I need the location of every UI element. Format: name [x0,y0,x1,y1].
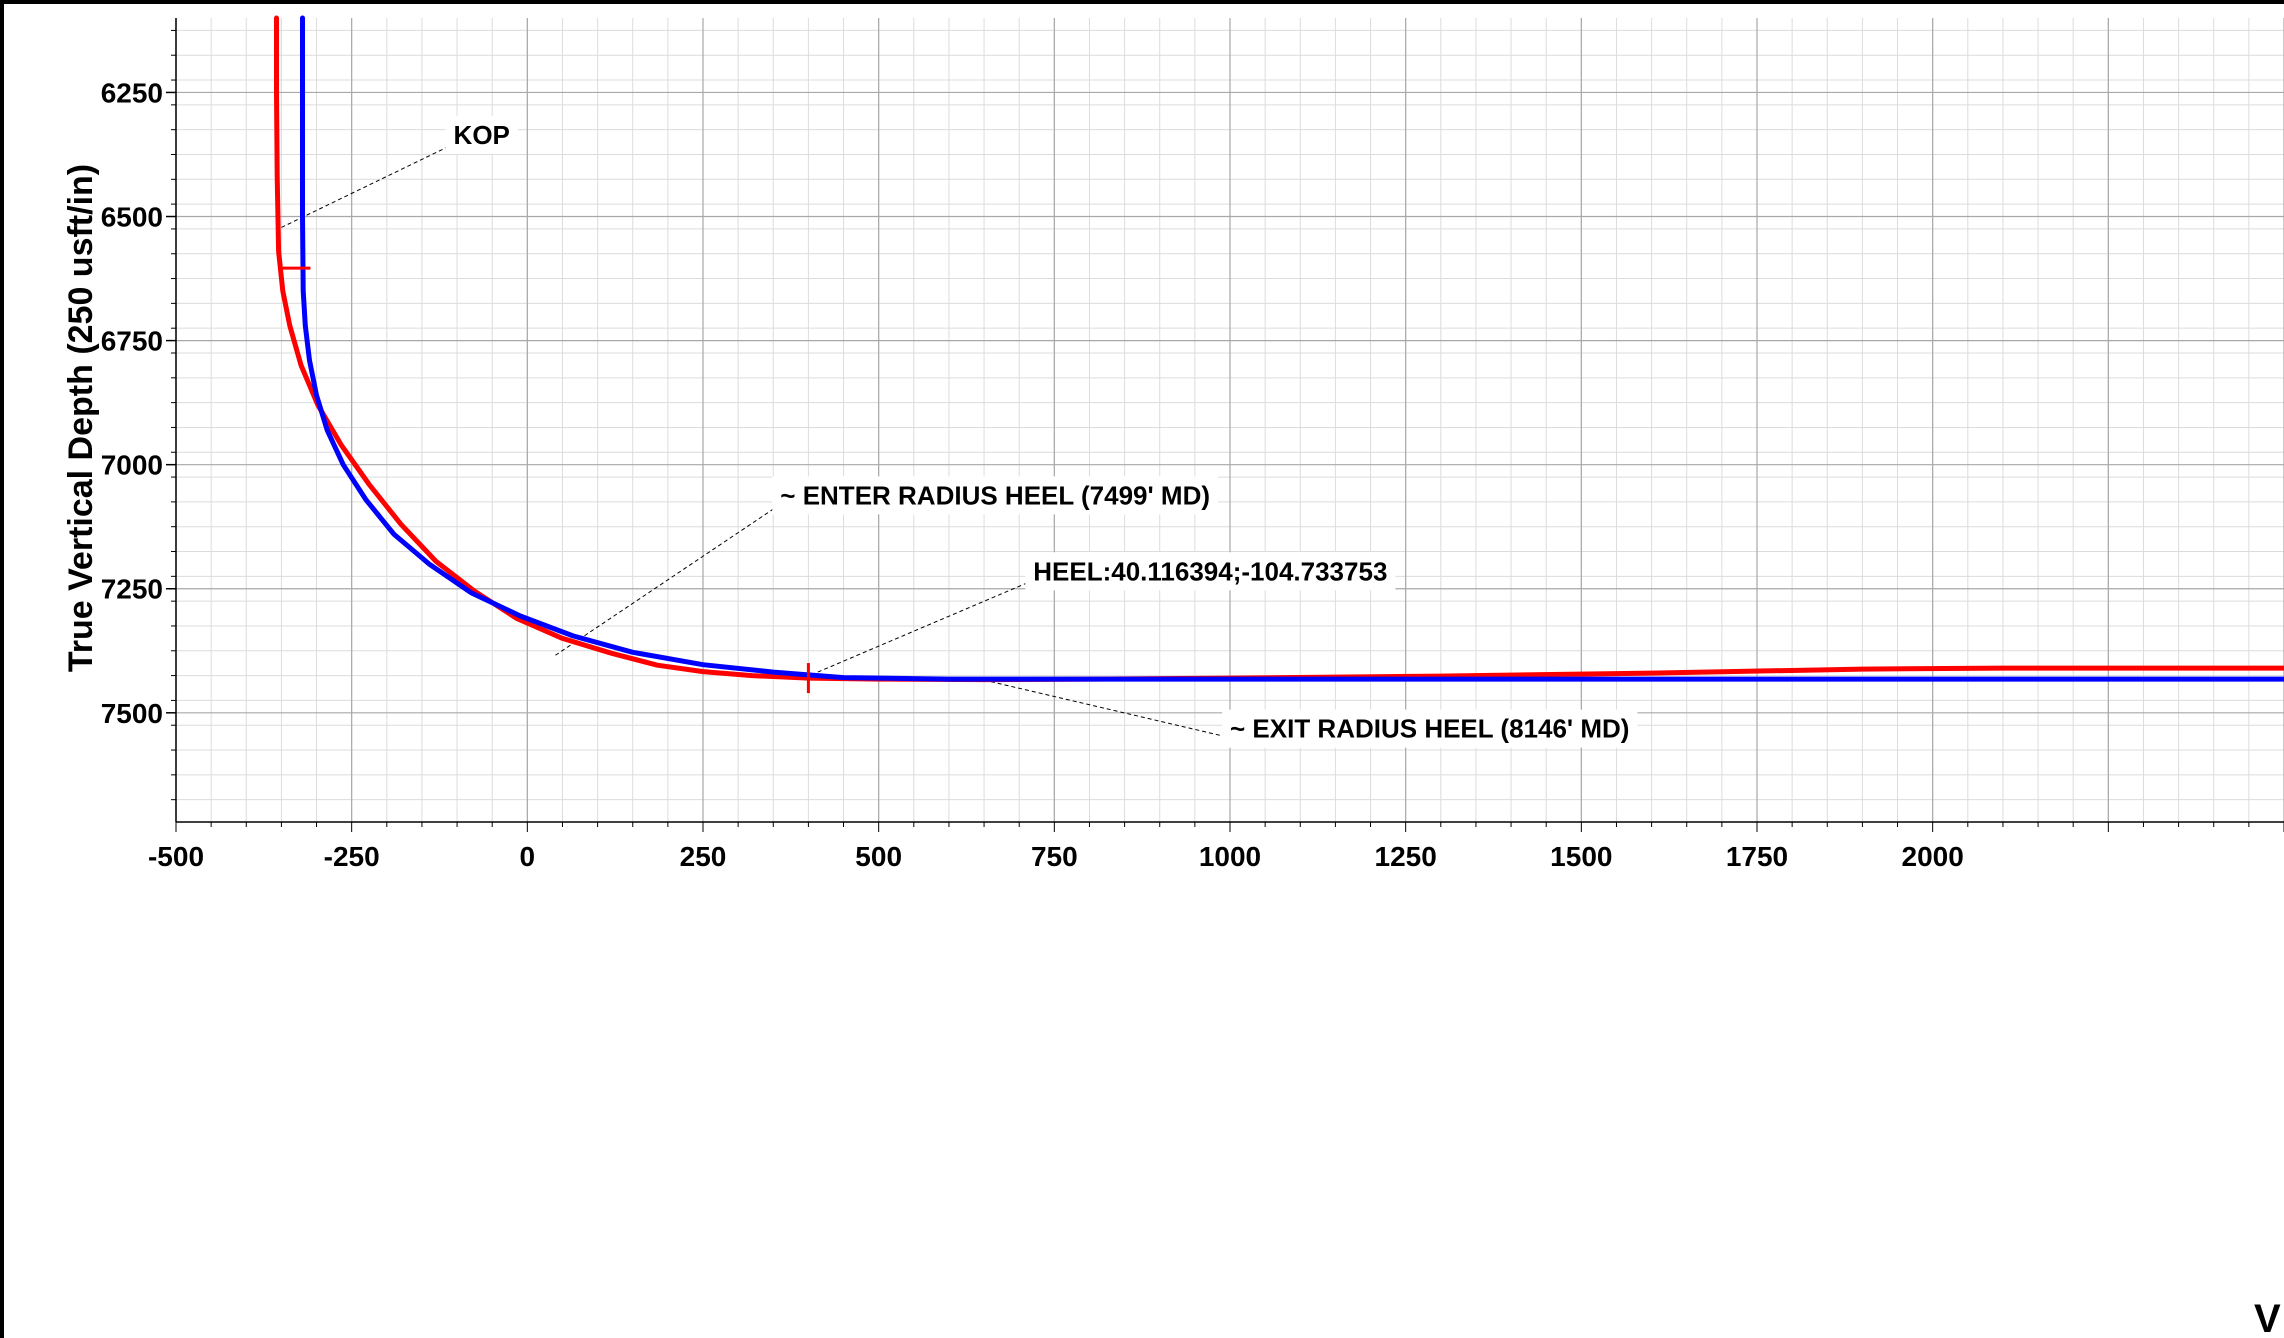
annotation-label-background [445,116,518,155]
annotation-labels: KOP ~ ENTER RADIUS HEEL (7499' MD) HEEL:40… [445,116,1638,748]
annotation-label-background [1222,709,1638,748]
annotation-label-background [772,476,1219,515]
x-tick-label: 1000 [1199,841,1261,872]
y-axis-label: True Vertical Depth (250 usft/in) [62,164,100,672]
x-tick-label: -500 [148,841,204,872]
x-tick-label: 0 [520,841,536,872]
y-tick-label: 7000 [101,450,163,481]
series-lines [274,15,2284,683]
annotation-leader [555,503,781,656]
x-tick-label: 500 [855,841,902,872]
x-tick-label: 1500 [1550,841,1612,872]
annotation-leader [983,679,1231,739]
y-tick-label: 6750 [101,326,163,357]
x-tick-label: 2000 [1902,841,1964,872]
annotation-label: HEEL:40.116394;-104.733753 [1033,556,1387,586]
major-grid [175,18,2284,822]
x-tick-label: -250 [324,841,380,872]
y-tick-label: 7250 [101,574,163,605]
annotation-leader [804,579,1034,679]
series-line-blue [300,15,2284,682]
tick-labels: -500 -250 0 250 500 750 1000 1250 1500 1750 2000 62… [101,77,1964,872]
annotation-leader [281,143,454,228]
annotation-label-background [1025,552,1396,591]
x-tick-label: 1750 [1726,841,1788,872]
annotation-label: KOP [454,120,510,150]
series-markers [280,266,810,694]
x-tick-label: 1250 [1375,841,1437,872]
x-tick-label: 750 [1031,841,1078,872]
annotation-label: ~ EXIT RADIUS HEEL (8146' MD) [1230,714,1629,744]
x-tick-label: 250 [680,841,727,872]
annotation-label: ~ ENTER RADIUS HEEL (7499' MD) [780,480,1210,510]
y-tick-label: 6250 [101,77,163,108]
y-tick-label: 7500 [101,698,163,729]
axis-ticks [166,29,2284,832]
y-tick-label: 6500 [101,202,163,233]
annotation-leaders [281,143,1231,739]
x-axis-label: V [2254,1297,2281,1338]
